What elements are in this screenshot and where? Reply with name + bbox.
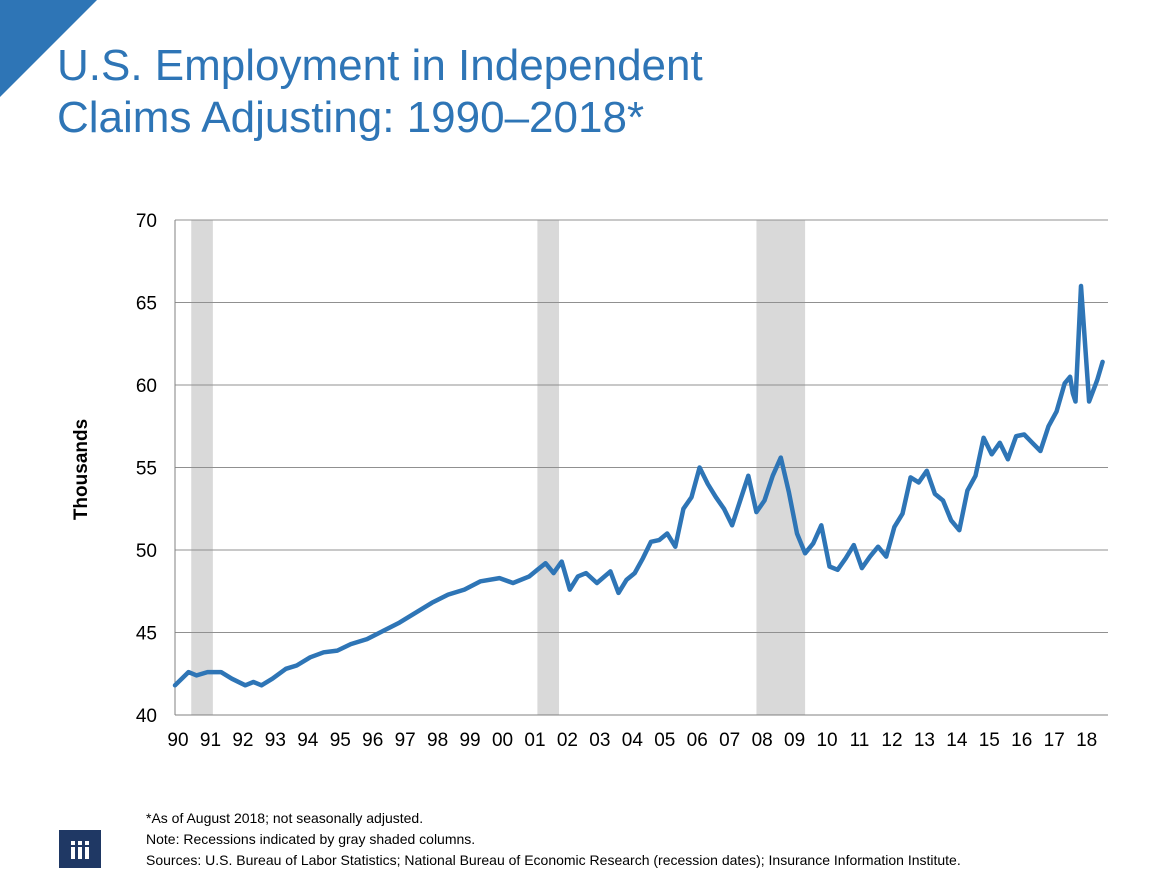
x-tick-label-02: 02: [557, 730, 578, 751]
iii-logo-glyph: [71, 841, 89, 859]
title-line-1: U.S. Employment in Independent: [57, 41, 703, 90]
x-tick-label-14: 14: [946, 730, 968, 751]
x-tick-label-96: 96: [362, 730, 383, 751]
series-line-1: [172, 283, 1105, 688]
x-tick-label-04: 04: [622, 730, 644, 751]
x-tick-label-98: 98: [427, 730, 448, 751]
x-tick-label-15: 15: [979, 730, 1000, 751]
x-tick-label-94: 94: [297, 730, 319, 751]
page-title: U.S. Employment in Independent Claims Ad…: [57, 40, 703, 144]
x-tick-label-08: 08: [752, 730, 773, 751]
x-tick-label-11: 11: [850, 730, 870, 751]
x-tick-label-09: 09: [784, 730, 805, 751]
x-tick-label-97: 97: [395, 730, 416, 751]
x-tick-label-06: 06: [687, 730, 708, 751]
x-tick-label-01: 01: [524, 730, 545, 751]
x-tick-label-90: 90: [167, 730, 188, 751]
y-tick-label-40: 40: [136, 706, 157, 727]
footnote-note: Note: Recessions indicated by gray shade…: [146, 831, 476, 847]
x-tick-label-91: 91: [200, 730, 221, 751]
y-tick-label-50: 50: [136, 541, 157, 562]
footnote-as-of: *As of August 2018; not seasonally adjus…: [146, 810, 424, 826]
y-tick-label-70: 70: [136, 211, 157, 232]
x-tick-label-95: 95: [330, 730, 351, 751]
x-tick-label-10: 10: [816, 730, 837, 751]
iii-logo-icon: [59, 830, 101, 868]
x-tick-label-03: 03: [589, 730, 610, 751]
title-line-2: Claims Adjusting: 1990–2018*: [57, 93, 645, 142]
footnotes: *As of August 2018; not seasonally adjus…: [146, 808, 961, 871]
x-tick-label-13: 13: [914, 730, 935, 751]
x-tick-label-16: 16: [1011, 730, 1032, 751]
x-tick-label-93: 93: [265, 730, 286, 751]
footnote-sources: Sources: U.S. Bureau of Labor Statistics…: [146, 852, 961, 868]
y-tick-label-65: 65: [136, 294, 157, 315]
x-tick-label-12: 12: [881, 730, 902, 751]
x-tick-label-18: 18: [1076, 730, 1097, 751]
x-tick-label-05: 05: [654, 730, 675, 751]
y-axis-label: Thousands: [71, 419, 92, 520]
corner-accent-triangle: [0, 0, 97, 97]
y-tick-label-45: 45: [136, 624, 157, 645]
x-tick-label-07: 07: [719, 730, 740, 751]
y-tick-label-60: 60: [136, 376, 157, 397]
x-tick-label-99: 99: [459, 730, 480, 751]
x-tick-label-17: 17: [1044, 730, 1065, 751]
x-tick-label-00: 00: [492, 730, 513, 751]
x-tick-label-92: 92: [232, 730, 253, 751]
y-tick-label-55: 55: [136, 459, 157, 480]
